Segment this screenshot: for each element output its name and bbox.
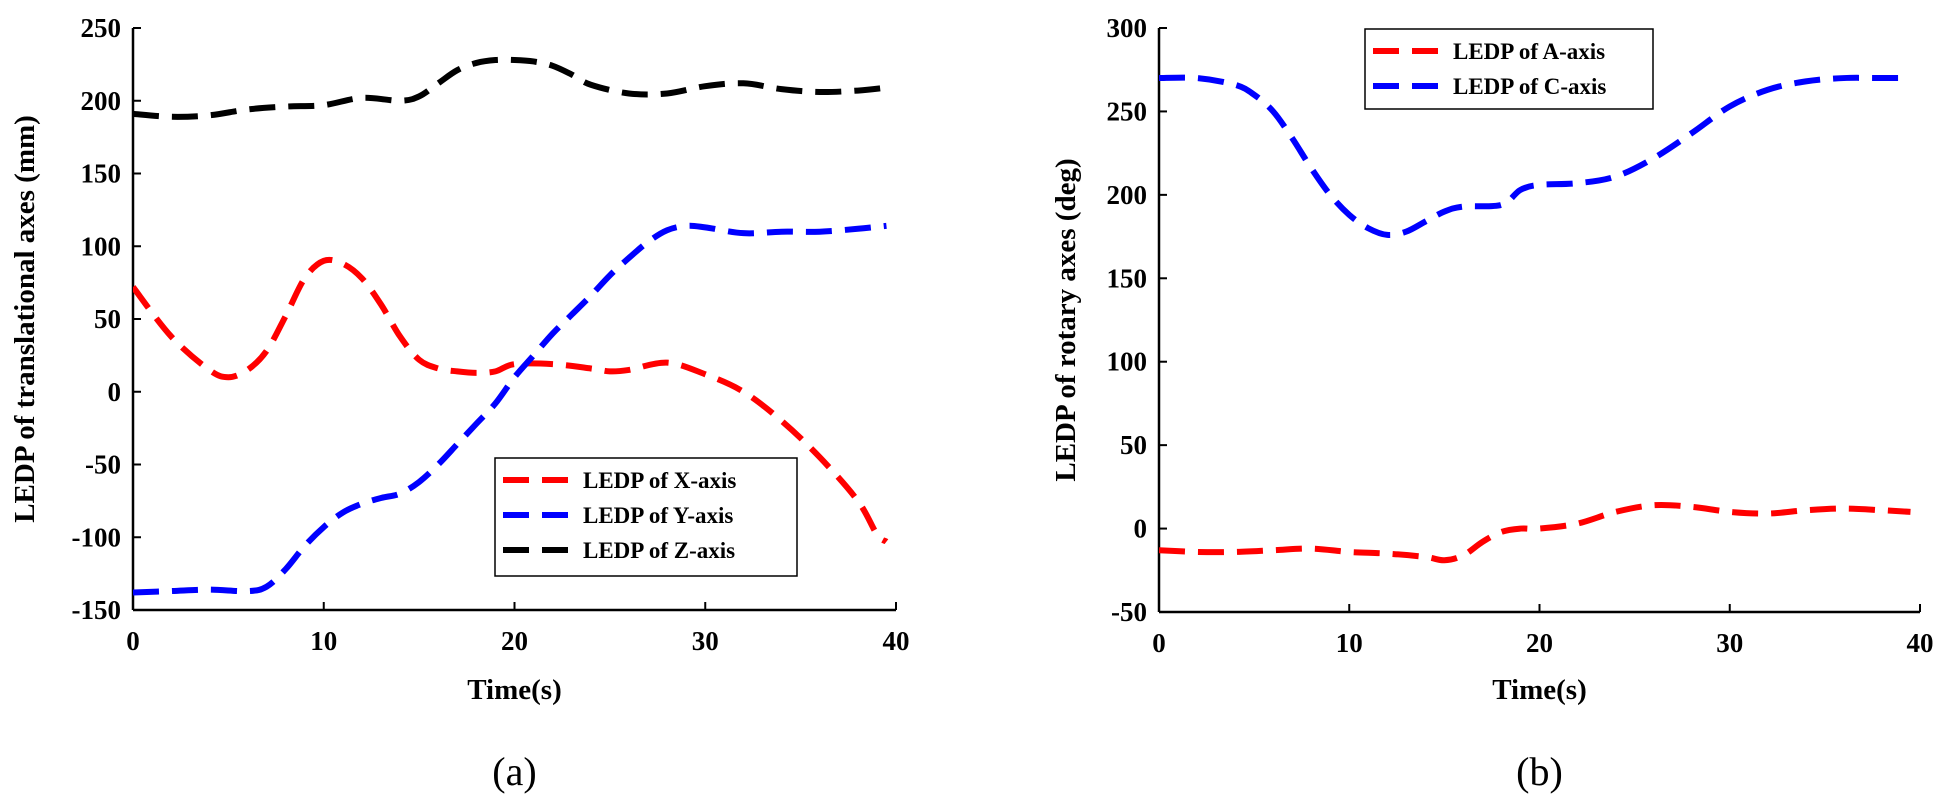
x-axis-label: Time(s) (467, 674, 562, 706)
x-tick-label: 30 (1716, 628, 1743, 658)
y-tick-label: 50 (94, 304, 121, 334)
y-tick-label: -150 (72, 595, 122, 625)
x-tick-label: 0 (126, 626, 140, 656)
series-line-ledp-of-c-axis (1159, 74, 1911, 239)
legend-label-ledp-of-x-axis: LEDP of X-axis (583, 468, 736, 493)
y-tick-label: -50 (85, 450, 121, 480)
x-tick-label: 10 (1336, 628, 1363, 658)
panel-a-translational-axes: 0 10 20 30 40 -150 -100 -50 0 50 100 150 200 250 Time(… (9, 13, 910, 794)
y-tick-label: 0 (1134, 514, 1148, 544)
y-tick-label: 50 (1120, 430, 1147, 460)
y-tick-label: 200 (81, 86, 122, 116)
legend: LEDP of X-axis LEDP of Y-axis LEDP of Z-ax… (494, 457, 798, 577)
y-tick-label: -50 (1111, 597, 1147, 627)
x-tick-label: 10 (310, 626, 337, 656)
y-tick-label: 0 (108, 377, 122, 407)
legend-label-ledp-of-z-axis: LEDP of Z-axis (583, 538, 735, 563)
panel-b-rotary-axes: 0 10 20 30 40-50050100150200250300Time(s)LED… (1050, 13, 1934, 794)
legend: LEDP of A-axis LEDP of C-axis (1364, 28, 1654, 110)
x-tick-label: 40 (883, 626, 910, 656)
x-tick-label: 20 (501, 626, 528, 656)
x-tick-label: 30 (692, 626, 719, 656)
panel-caption: (b) (1516, 749, 1563, 794)
x-tick-label: 40 (1907, 628, 1934, 658)
legend-label-ledp-of-c-axis: LEDP of C-axis (1453, 74, 1606, 99)
y-tick-label: 100 (1107, 347, 1148, 377)
x-tick-label: 0 (1152, 628, 1166, 658)
y-tick-label: -100 (72, 522, 122, 552)
y-tick-label: 250 (1107, 96, 1148, 126)
y-tick-label: 300 (1107, 13, 1148, 43)
series-line-ledp-of-z-axis (133, 56, 887, 120)
series-group (1159, 74, 1911, 564)
y-axis-label: LEDP of rotary axes (deg) (1050, 158, 1082, 481)
panel-caption: (a) (492, 749, 536, 794)
y-tick-label: 100 (81, 231, 122, 261)
x-axis-label: Time(s) (1492, 674, 1587, 706)
series-line-ledp-of-y-axis (133, 222, 887, 596)
series-line-ledp-of-a-axis (1159, 501, 1911, 564)
series-group (133, 56, 889, 596)
series-line-ledp-of-x-axis (133, 256, 889, 545)
legend-box (1364, 28, 1654, 110)
y-tick-label: 150 (81, 159, 122, 189)
y-axis-label: LEDP of translational axes (mm) (9, 115, 41, 523)
x-tick-label: 20 (1526, 628, 1553, 658)
legend-label-ledp-of-a-axis: LEDP of A-axis (1453, 39, 1605, 64)
y-tick-label: 150 (1107, 263, 1148, 293)
legend-label-ledp-of-y-axis: LEDP of Y-axis (583, 503, 733, 528)
y-tick-label: 250 (81, 13, 122, 43)
y-tick-label: 200 (1107, 180, 1148, 210)
